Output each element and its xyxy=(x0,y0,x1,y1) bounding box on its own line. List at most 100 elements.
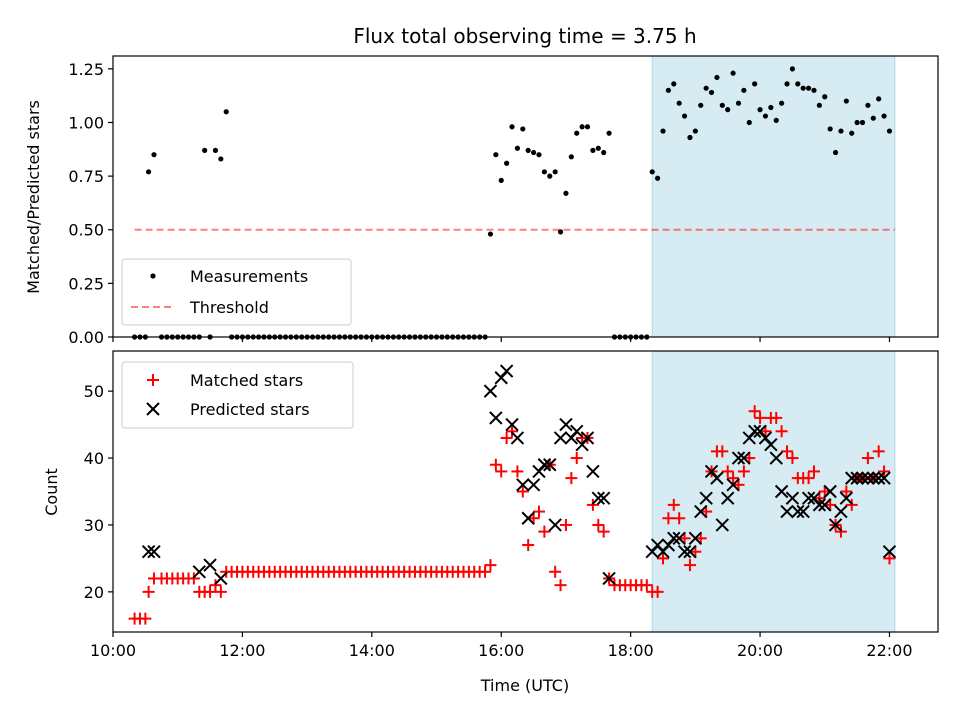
measurement-point xyxy=(606,130,612,136)
predicted-star-point xyxy=(526,478,541,492)
legend-predicted-marker xyxy=(146,402,160,416)
measurement-point xyxy=(692,128,698,134)
measurement-point xyxy=(151,152,157,158)
matched-star-point xyxy=(586,498,599,511)
x-tick-label: 22:00 xyxy=(866,641,912,660)
top-y-ticks: 0.00 0.25 0.50 0.75 1.00 1.25 xyxy=(68,60,113,347)
matched-star-point xyxy=(209,579,222,592)
predicted-star-point xyxy=(505,417,519,432)
legend-matched-label: Matched stars xyxy=(190,371,303,390)
predicted-star-point xyxy=(667,531,681,546)
top-y-axis-label: Matched/Predicted stars xyxy=(24,100,43,294)
x-tick-label: 18:00 xyxy=(608,641,654,660)
measurement-point xyxy=(514,145,521,151)
measurement-point xyxy=(800,85,806,91)
measurement-point xyxy=(752,81,758,87)
measurement-point xyxy=(773,117,779,123)
matched-star-point xyxy=(716,445,729,458)
predicted-star-point xyxy=(602,571,616,586)
measurement-point xyxy=(649,169,655,175)
measurement-point xyxy=(547,173,553,179)
measurement-point xyxy=(655,175,661,181)
measurement-point xyxy=(741,87,747,93)
matched-star-point xyxy=(683,559,696,572)
bottom-shaded-interval xyxy=(651,350,896,633)
top-axes-frame xyxy=(112,55,939,338)
matched-star-point xyxy=(522,539,535,552)
chart-title: Flux total observing time = 3.75 h xyxy=(353,24,696,48)
predicted-star-point xyxy=(672,531,686,546)
predicted-star-point xyxy=(747,424,762,438)
predicted-star-point xyxy=(871,471,886,485)
matched-star-point xyxy=(834,525,847,538)
measurement-point xyxy=(590,147,596,153)
measurement-point xyxy=(223,109,229,115)
x-axis-label: Time (UTC) xyxy=(480,676,569,695)
matched-star-point xyxy=(845,498,858,511)
predicted-star-point xyxy=(780,504,794,519)
measurement-point xyxy=(218,156,224,162)
matched-star-point xyxy=(516,485,529,498)
measurement-point xyxy=(665,87,671,93)
measurement-point xyxy=(698,102,704,108)
top-panel: 0.00 0.25 0.50 0.75 1.00 1.25 Matched/Predict… xyxy=(24,55,939,347)
predicted-star-point xyxy=(791,504,805,519)
measurement-point xyxy=(838,128,844,134)
predicted-star-point xyxy=(774,484,789,499)
measurement-point xyxy=(487,231,494,237)
matched-star-point xyxy=(592,518,605,531)
measurement-point xyxy=(784,81,790,87)
matched-star-point xyxy=(754,411,767,424)
predicted-star-point xyxy=(141,545,156,559)
x-tick-label: 12:00 xyxy=(219,641,265,660)
predicted-star-point xyxy=(203,558,217,572)
measurement-point xyxy=(757,107,763,113)
predicted-star-point xyxy=(720,491,735,505)
measurement-point xyxy=(854,119,860,126)
measurement-point xyxy=(832,149,839,156)
measurement-point xyxy=(768,104,774,111)
y-tick-label: 20 xyxy=(84,583,104,602)
measurement-point xyxy=(870,115,876,121)
matched-star-point xyxy=(667,498,680,511)
predicted-star-point xyxy=(855,471,870,485)
measurement-point xyxy=(660,128,666,134)
measurement-point xyxy=(886,128,893,134)
matched-star-point xyxy=(565,472,578,485)
bottom-axes-frame xyxy=(112,350,939,633)
predicted-star-point xyxy=(796,504,810,519)
predicted-star-point xyxy=(769,451,783,465)
measurement-point xyxy=(595,145,601,151)
predicted-star-point xyxy=(834,504,848,519)
bottom-count-points xyxy=(128,364,897,625)
measurement-point xyxy=(881,113,887,119)
matched-star-point xyxy=(204,585,217,598)
matched-star-point xyxy=(506,425,519,438)
predicted-star-point xyxy=(866,471,881,485)
predicted-star-point xyxy=(559,417,573,432)
measurement-point xyxy=(735,100,742,106)
predicted-star-point xyxy=(850,471,864,485)
measurement-point xyxy=(859,119,866,126)
matched-star-point xyxy=(640,579,653,592)
predicted-star-point xyxy=(570,424,584,438)
predicted-star-point xyxy=(499,364,514,378)
matched-star-point xyxy=(727,472,740,485)
predicted-star-point xyxy=(147,545,161,559)
measurement-point xyxy=(525,147,531,153)
predicted-star-point xyxy=(785,491,800,505)
x-tick-label: 20:00 xyxy=(737,641,783,660)
predicted-star-point xyxy=(586,464,600,479)
measurement-point xyxy=(212,147,219,153)
measurement-point xyxy=(725,107,731,113)
matched-star-point xyxy=(883,552,896,565)
measurement-point xyxy=(568,154,574,160)
x-tick-label: 10:00 xyxy=(90,641,136,660)
legend-matched-marker xyxy=(147,374,159,386)
matched-star-point xyxy=(872,445,885,458)
legend-threshold-label: Threshold xyxy=(189,298,269,317)
predicted-star-point xyxy=(882,545,897,559)
y-tick-label: 1.25 xyxy=(68,60,104,79)
measurement-point xyxy=(520,126,526,132)
matched-star-point xyxy=(673,512,686,525)
